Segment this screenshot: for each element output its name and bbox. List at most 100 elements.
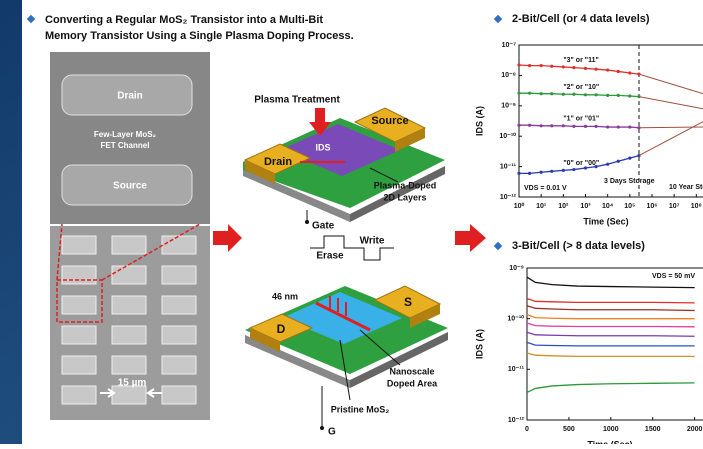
data-point bbox=[517, 124, 520, 127]
data-point bbox=[528, 172, 531, 175]
label: Doped Area bbox=[387, 378, 438, 388]
x-tick-label: 0 bbox=[525, 426, 529, 433]
y-tick-label: 10⁻⁹ bbox=[509, 265, 524, 272]
sem-pad bbox=[162, 326, 196, 344]
sem-pad bbox=[162, 386, 196, 404]
data-point bbox=[584, 93, 587, 96]
data-point bbox=[550, 124, 553, 127]
sem-pad bbox=[112, 266, 146, 284]
x-tick-label: 10⁵ bbox=[624, 203, 635, 210]
data-point bbox=[572, 93, 575, 96]
label: Pristine MoS₂ bbox=[331, 404, 390, 414]
x-tick-label: 10⁷ bbox=[669, 203, 680, 210]
data-point bbox=[540, 171, 543, 174]
y-axis-label: IDS (A) bbox=[474, 329, 484, 359]
data-point bbox=[540, 124, 543, 127]
annotation: VDS = 50 mV bbox=[652, 273, 695, 280]
data-point bbox=[562, 93, 565, 96]
data-point bbox=[606, 125, 609, 128]
y-tick-label: 10⁻¹² bbox=[500, 194, 517, 201]
label: D bbox=[277, 322, 286, 336]
sem-pad bbox=[112, 236, 146, 254]
x-tick-label: 500 bbox=[563, 426, 575, 433]
annotation: 10 Year Storage bbox=[669, 184, 703, 191]
sem-pad bbox=[62, 386, 96, 404]
y-tick-label: 10⁻¹⁰ bbox=[499, 132, 516, 140]
label: Plasma-Doped bbox=[374, 180, 437, 190]
label: IDS bbox=[315, 142, 330, 152]
data-point bbox=[617, 94, 620, 97]
data-point bbox=[572, 66, 575, 69]
data-point bbox=[550, 92, 553, 95]
title-line: Memory Transistor Using a Single Plasma … bbox=[45, 30, 354, 42]
chart-title: 3-Bit/Cell (> 8 data levels) bbox=[512, 240, 645, 252]
series-label: "1" or "01" bbox=[563, 116, 599, 123]
sem-pad bbox=[162, 236, 196, 254]
label: Drain bbox=[264, 156, 292, 168]
label: Gate bbox=[312, 221, 335, 232]
label: FET Channel bbox=[101, 141, 150, 150]
label: Plasma Treatment bbox=[254, 95, 340, 106]
x-tick-label: 10² bbox=[558, 203, 569, 210]
label: 2D Layers bbox=[383, 192, 426, 202]
sem-pad bbox=[162, 296, 196, 314]
data-point bbox=[594, 125, 597, 128]
sem-pad bbox=[62, 236, 96, 254]
label: Write bbox=[360, 236, 385, 247]
annotation: 3 Days Storage bbox=[604, 178, 655, 185]
data-point bbox=[528, 92, 531, 95]
x-tick-label: 10⁴ bbox=[602, 203, 614, 210]
data-point bbox=[606, 94, 609, 97]
slide: Converting a Regular MoS₂ Transistor int… bbox=[0, 0, 703, 444]
gate-dot bbox=[320, 426, 324, 430]
y-tick-label: 10⁻⁹ bbox=[501, 103, 516, 110]
data-point bbox=[628, 125, 631, 128]
data-point bbox=[572, 125, 575, 128]
data-point bbox=[617, 125, 620, 128]
data-point bbox=[606, 68, 609, 71]
series-label: "3" or "11" bbox=[563, 57, 598, 64]
data-point bbox=[572, 168, 575, 171]
data-point bbox=[628, 71, 631, 74]
label: Source bbox=[113, 181, 147, 192]
scale-label: 15 µm bbox=[118, 378, 147, 389]
data-point bbox=[540, 92, 543, 95]
x-tick-label: 10⁰ bbox=[514, 202, 525, 210]
sem-pad bbox=[162, 266, 196, 284]
annotation: VDS = 0.01 V bbox=[524, 185, 567, 192]
data-point bbox=[628, 157, 631, 160]
label: 46 nm bbox=[272, 291, 298, 301]
x-axis-label: Time (Sec) bbox=[587, 439, 632, 444]
y-tick-label: 10⁻⁸ bbox=[501, 72, 516, 79]
label: Few-Layer MoS₂ bbox=[94, 130, 157, 139]
data-point bbox=[540, 64, 543, 67]
data-point bbox=[628, 94, 631, 97]
data-point bbox=[594, 93, 597, 96]
sem-pad bbox=[112, 386, 146, 404]
label: S bbox=[404, 295, 412, 309]
x-tick-label: 1000 bbox=[603, 426, 619, 433]
x-tick-label: 10⁶ bbox=[646, 203, 657, 210]
data-point bbox=[550, 170, 553, 173]
data-point bbox=[584, 67, 587, 70]
x-axis-label: Time (Sec) bbox=[583, 216, 628, 226]
y-tick-label: 10⁻⁷ bbox=[502, 42, 516, 49]
sem-pad bbox=[62, 266, 96, 284]
sem-pad bbox=[112, 296, 146, 314]
data-point bbox=[617, 160, 620, 163]
chart-title: 2-Bit/Cell (or 4 data levels) bbox=[512, 13, 650, 25]
y-tick-label: 10⁻¹¹ bbox=[508, 366, 525, 373]
series-label: "0" or "00" bbox=[563, 160, 599, 167]
sem-pad bbox=[62, 326, 96, 344]
data-point bbox=[562, 124, 565, 127]
x-tick-label: 2000 bbox=[687, 426, 703, 433]
title-line: Converting a Regular MoS₂ Transistor int… bbox=[45, 14, 323, 26]
x-tick-label: 10³ bbox=[580, 203, 591, 210]
sem-pad bbox=[112, 326, 146, 344]
data-point bbox=[517, 92, 520, 95]
data-point bbox=[584, 125, 587, 128]
data-point bbox=[528, 124, 531, 127]
x-tick-label: 10⁸ bbox=[691, 203, 702, 210]
data-point bbox=[528, 64, 531, 67]
data-point bbox=[594, 68, 597, 71]
